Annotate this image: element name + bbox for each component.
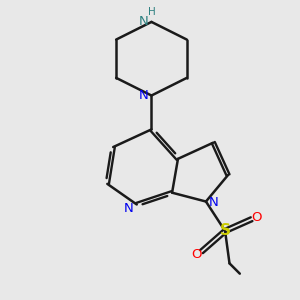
Text: N: N [139, 15, 149, 28]
Text: H: H [148, 7, 155, 16]
Text: O: O [252, 211, 262, 224]
Text: N: N [209, 196, 219, 209]
Text: N: N [124, 202, 134, 215]
Text: S: S [220, 224, 231, 238]
Text: O: O [191, 248, 202, 261]
Text: N: N [138, 89, 148, 102]
